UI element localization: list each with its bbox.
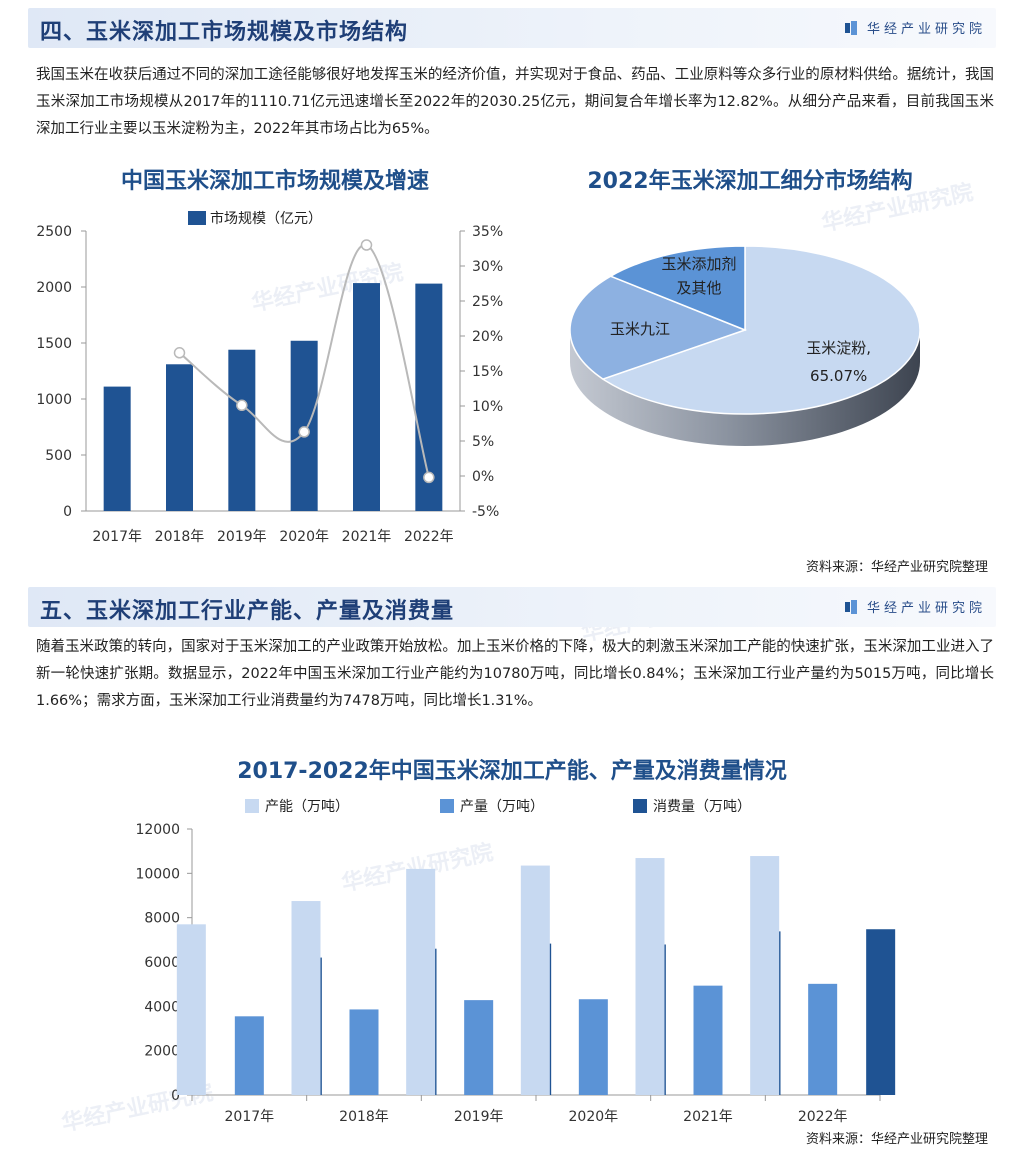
capacity-output-consumption-chart: 产能（万吨） 产量（万吨） 消费量（万吨） 0 2000 4000 6000 8000 1000… (135, 799, 896, 1125)
chart-title: 2017-2022年中国玉米深加工产能、产量及消费量情况 (237, 759, 787, 784)
pie-label: 及其他 (677, 279, 722, 297)
growth-point (360, 239, 373, 251)
legend-swatch (633, 799, 647, 813)
y-tick-label: 2000 (144, 1044, 180, 1060)
y-tick-label: 8000 (144, 911, 180, 927)
x-tick-label: 2018年 (155, 529, 205, 545)
brand-name: 华经产业研究院 (866, 22, 986, 37)
bar (353, 283, 380, 511)
pie-side (570, 330, 920, 446)
y-tick-label-left: 1000 (36, 392, 72, 408)
growth-point (236, 399, 248, 412)
y-tick-label-right: 30% (472, 259, 503, 275)
y-tick-label: 10000 (135, 866, 180, 882)
pie-label: 玉米九江 (610, 320, 670, 338)
bar (166, 364, 193, 511)
brand: 华经产业研究院 (844, 597, 986, 616)
y-tick-label-left: 2500 (36, 224, 72, 240)
legend-label: 产能（万吨） (265, 799, 349, 815)
bar (406, 868, 436, 1095)
y-tick-label: 0 (171, 1088, 180, 1104)
source-note: 资料来源：华经产业研究院整理 (805, 560, 988, 575)
bar (750, 856, 780, 1095)
bar (176, 924, 206, 1095)
x-tick-label: 2018年 (339, 1109, 389, 1125)
bar (635, 858, 665, 1095)
brand: 华经产业研究院 (844, 18, 986, 37)
bar (234, 1016, 264, 1095)
brand-logo-icon (844, 20, 857, 35)
legend-label: 市场规模（亿元） (210, 210, 322, 227)
x-tick-label: 2017年 (92, 529, 142, 545)
brand-name: 华经产业研究院 (866, 601, 986, 616)
y-tick-label-right: 5% (472, 434, 494, 450)
y-tick-label-right: -5% (472, 504, 499, 520)
bar (808, 983, 838, 1095)
bar (520, 865, 550, 1095)
growth-point (173, 347, 186, 359)
legend-swatch (245, 799, 259, 813)
x-tick-label: 2020年 (279, 529, 329, 545)
market-size-chart: 市场规模（亿元） 0 500 1000 1500 2000 2500 -5% 0% 5% 10% 15… (36, 210, 503, 545)
section-title: 五、玉米深加工行业产能、产量及消费量 (40, 599, 455, 624)
bar (103, 386, 131, 511)
x-tick-label: 2022年 (404, 529, 454, 545)
bar (349, 1009, 379, 1095)
pie-slice (569, 275, 748, 380)
section-paragraph: 我国玉米在收获后通过不同的深加工途径能够很好地发挥玉米的经济价值，并实现对于食品… (36, 67, 994, 137)
chart-title: 中国玉米深加工市场规模及增速 (120, 169, 429, 194)
legend-swatch (440, 799, 454, 813)
bar (290, 340, 318, 511)
y-tick-label-right: 10% (472, 399, 503, 415)
legend-swatch (188, 211, 206, 225)
x-tick-label: 2021年 (342, 529, 392, 545)
y-tick-label-right: 0% (472, 469, 494, 485)
growth-line (178, 243, 430, 478)
brand-logo-icon (844, 599, 857, 614)
x-tick-label: 2017年 (225, 1109, 275, 1125)
y-tick-label-right: 25% (472, 294, 503, 310)
growth-point (298, 426, 310, 438)
bar (866, 929, 896, 1095)
y-tick-label: 4000 (144, 999, 180, 1015)
section-title: 四、玉米深加工市场规模及市场结构 (40, 20, 409, 45)
x-tick-label: 2019年 (454, 1109, 504, 1125)
y-tick-label-left: 1500 (36, 336, 72, 352)
source-note: 资料来源：华经产业研究院整理 (805, 1132, 988, 1147)
bar (464, 1000, 494, 1095)
y-tick-label-right: 20% (472, 329, 503, 345)
pie-slice (608, 245, 746, 332)
bar (578, 999, 608, 1095)
pie-slice (601, 245, 921, 415)
y-tick-label-right: 35% (472, 224, 503, 240)
legend-label: 消费量（万吨） (653, 799, 751, 815)
section-header: 四、玉米深加工市场规模及市场结构 华经产业研究院 (28, 8, 996, 48)
y-tick-label-left: 0 (63, 504, 72, 520)
y-tick-label: 6000 (144, 955, 180, 971)
bar (228, 349, 256, 511)
section-header: 五、玉米深加工行业产能、产量及消费量 华经产业研究院 (28, 587, 996, 627)
y-tick-label-left: 2000 (36, 280, 72, 296)
y-tick-label-left: 500 (45, 448, 72, 464)
bar (291, 901, 321, 1095)
x-tick-label: 2022年 (798, 1109, 848, 1125)
pie-label: 玉米淀粉, (806, 339, 871, 357)
pie-label: 玉米添加剂 (662, 255, 737, 273)
growth-point (423, 471, 435, 484)
legend-label: 产量（万吨） (460, 799, 544, 815)
bar (693, 985, 723, 1095)
section-paragraph: 随着玉米政策的转向，国家对于玉米深加工的产业政策开始放松。加上玉米价格的下降，极… (36, 639, 994, 709)
y-tick-label-right: 15% (472, 364, 503, 380)
pie-value-label: 65.07% (810, 367, 867, 385)
y-tick-label: 12000 (135, 822, 180, 838)
x-tick-label: 2020年 (569, 1109, 619, 1125)
x-tick-label: 2019年 (217, 529, 267, 545)
chart-title: 2022年玉米深加工细分市场结构 (587, 169, 913, 194)
x-tick-label: 2021年 (683, 1109, 733, 1125)
